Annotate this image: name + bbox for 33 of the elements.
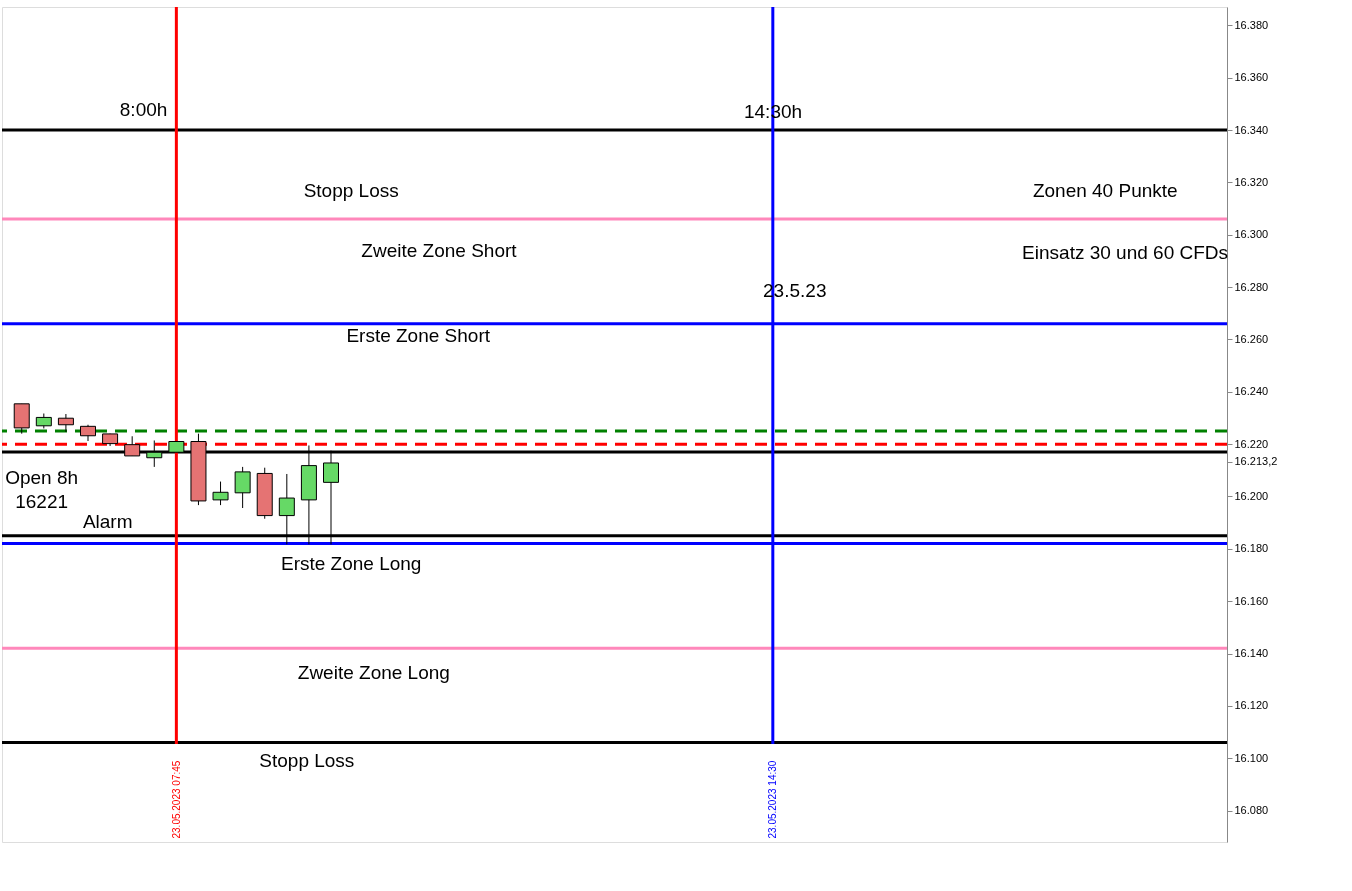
y-tick-label: 16.300: [1234, 228, 1269, 241]
annotation: Zweite Zone Long: [297, 662, 450, 684]
y-tick-label: 16.180: [1234, 542, 1269, 555]
annotation: Open 8h 16221: [5, 466, 79, 512]
y-tick-label: 16.320: [1234, 175, 1269, 188]
y-tick-label: 16.100: [1234, 751, 1269, 764]
annotation: Zweite Zone Short: [361, 239, 518, 261]
y-tick-label: 16.120: [1234, 699, 1269, 712]
annotation: Zonen 40 Punkte: [1032, 180, 1178, 202]
x-tick-label: 23.05.2023 07:45: [170, 760, 182, 839]
annotation: Erste Zone Short: [346, 325, 491, 347]
candlestick: [212, 481, 229, 506]
y-tick-label: 16.080: [1234, 804, 1269, 817]
y-tick-label: 16.380: [1234, 18, 1269, 31]
candlestick: [57, 413, 74, 433]
y-tick-label: 16.340: [1234, 123, 1269, 136]
y-tick-label: 16.360: [1234, 71, 1269, 84]
annotation: 8:00h: [119, 98, 168, 120]
y-tick-label: 16.220: [1234, 437, 1269, 450]
y-tick-label: 16.240: [1234, 385, 1269, 398]
annotation: Einsatz 30 und 60 CFDs: [1022, 241, 1229, 263]
candlestick: [234, 466, 251, 509]
annotation: Stopp Loss: [303, 179, 399, 201]
y-tick-label: 16.140: [1234, 647, 1269, 660]
y-tick-label: 16.160: [1234, 594, 1269, 607]
y-tick-label: 16.200: [1234, 489, 1269, 502]
y-tick-label: 16.213,2: [1234, 455, 1278, 468]
annotation: Alarm: [82, 510, 133, 532]
y-tick-label: 16.260: [1234, 332, 1269, 345]
y-tick-label: 16.280: [1234, 280, 1269, 293]
annotation: Erste Zone Long: [280, 553, 422, 575]
x-tick-label: 23.05.2023 14:30: [767, 760, 779, 839]
annotation: Stopp Loss: [259, 750, 355, 772]
